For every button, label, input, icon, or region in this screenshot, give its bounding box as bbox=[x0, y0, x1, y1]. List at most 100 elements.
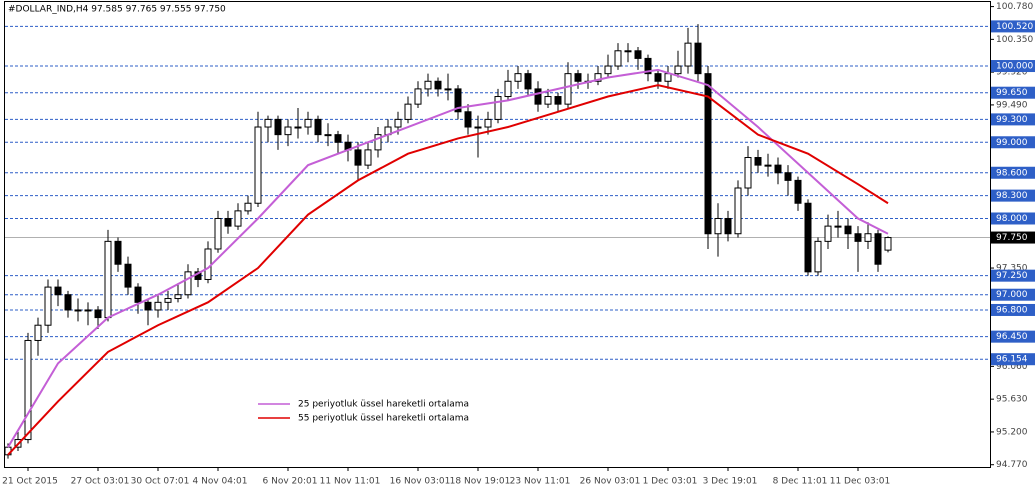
ema-line bbox=[7, 68, 889, 448]
candle-body bbox=[644, 57, 652, 75]
y-tick-label: 94.770 bbox=[996, 460, 1028, 470]
candle-body bbox=[604, 65, 612, 75]
candle-body bbox=[74, 309, 82, 312]
candle-body bbox=[44, 286, 52, 326]
candle-body bbox=[834, 225, 842, 228]
candle-body bbox=[844, 225, 852, 235]
x-tick-label: 27 Oct 03:01 bbox=[71, 477, 130, 487]
candle-body bbox=[794, 179, 802, 204]
candle-body bbox=[814, 240, 822, 273]
y-tick-label: 95.630 bbox=[996, 395, 1028, 405]
candle-body bbox=[174, 294, 182, 300]
candle-body bbox=[524, 73, 532, 90]
x-tick-label: 6 Nov 20:01 bbox=[263, 477, 318, 487]
candle-body bbox=[354, 149, 362, 166]
candle-body bbox=[294, 126, 302, 129]
level-label: 98.300 bbox=[996, 191, 1028, 201]
level-label-box bbox=[991, 60, 1035, 73]
candle-body bbox=[284, 126, 292, 136]
y-tick-label: 97.350 bbox=[996, 264, 1028, 274]
y-tick-label: 96.060 bbox=[996, 362, 1028, 372]
legend-label: 25 periyotluk üssel hareketli ortalama bbox=[298, 400, 469, 410]
candle-body bbox=[84, 309, 92, 312]
candle-body bbox=[274, 118, 282, 136]
candle-body bbox=[664, 73, 672, 82]
level-label: 96.800 bbox=[996, 305, 1028, 315]
level-label-box bbox=[991, 189, 1035, 202]
candle-body bbox=[564, 73, 572, 105]
candle-body bbox=[254, 126, 262, 204]
candle-body bbox=[694, 42, 702, 75]
y-tick-label: 100.780 bbox=[996, 2, 1033, 12]
candle-body bbox=[704, 73, 712, 235]
candle-body bbox=[574, 73, 582, 82]
candle-body bbox=[464, 111, 472, 128]
level-label: 96.450 bbox=[996, 332, 1028, 342]
level-label-box bbox=[991, 20, 1035, 33]
y-tick-label: 95.200 bbox=[996, 427, 1028, 437]
candle-body bbox=[374, 134, 382, 151]
x-tick-label: 3 Dec 19:01 bbox=[703, 477, 758, 487]
candle-body bbox=[804, 202, 812, 273]
level-label-box bbox=[991, 86, 1035, 99]
candle-body bbox=[684, 42, 692, 67]
candle-body bbox=[744, 157, 752, 189]
candle-body bbox=[614, 50, 622, 67]
candle-body bbox=[764, 164, 772, 167]
candle-body bbox=[324, 134, 332, 137]
candle-body bbox=[214, 217, 222, 250]
candle-body bbox=[594, 73, 602, 82]
candle-body bbox=[114, 240, 122, 265]
candle-body bbox=[724, 217, 732, 235]
candle-body bbox=[754, 157, 762, 166]
candle-body bbox=[124, 263, 132, 288]
candle-body bbox=[474, 126, 482, 129]
candle-body bbox=[674, 65, 682, 75]
x-tick-label: 1 Dec 03:01 bbox=[643, 477, 698, 487]
x-tick-label: 4 Nov 04:01 bbox=[193, 477, 248, 487]
candle-body bbox=[864, 233, 872, 242]
ema-line bbox=[7, 84, 889, 456]
x-tick-label: 16 Nov 03:01 bbox=[390, 477, 451, 487]
candle-body bbox=[134, 286, 142, 303]
level-label: 100.000 bbox=[996, 62, 1033, 72]
x-tick-label: 30 Oct 07:01 bbox=[131, 477, 190, 487]
x-tick-label: 8 Dec 11:01 bbox=[773, 477, 828, 487]
candle-body bbox=[734, 187, 742, 235]
candle-body bbox=[184, 271, 192, 296]
y-tick-label: 99.920 bbox=[996, 68, 1028, 78]
x-tick-label: 26 Nov 03:01 bbox=[580, 477, 641, 487]
candle-body bbox=[624, 50, 632, 53]
candle-body bbox=[104, 240, 112, 319]
chart-title: #DOLLAR_IND,H4 97.585 97.765 97.555 97.7… bbox=[8, 5, 226, 15]
level-label-box bbox=[991, 353, 1035, 366]
candle-body bbox=[264, 118, 272, 128]
candle-body bbox=[314, 118, 322, 136]
level-label-box bbox=[991, 330, 1035, 343]
candle-body bbox=[224, 217, 232, 227]
current-price-label: 97.750 bbox=[996, 233, 1028, 243]
x-tick-label: 21 Oct 2015 bbox=[2, 477, 58, 487]
x-tick-label: 11 Nov 11:01 bbox=[320, 477, 381, 487]
candle-body bbox=[784, 172, 792, 181]
candle-body bbox=[454, 88, 462, 113]
x-tick-label: 23 Nov 11:01 bbox=[510, 477, 571, 487]
plot-frame bbox=[4, 1, 991, 468]
candle-body bbox=[144, 301, 152, 311]
candle-body bbox=[394, 118, 402, 128]
level-label: 97.250 bbox=[996, 271, 1028, 281]
candle-body bbox=[554, 96, 562, 105]
candle-body bbox=[824, 225, 832, 242]
candle-body bbox=[364, 149, 372, 166]
candle-body bbox=[334, 134, 342, 143]
candle-body bbox=[884, 237, 892, 251]
candle-body bbox=[64, 294, 72, 311]
y-tick-label: 100.350 bbox=[996, 35, 1033, 45]
candle-body bbox=[304, 118, 312, 128]
candle-body bbox=[444, 88, 452, 91]
candle-body bbox=[94, 309, 102, 319]
level-label: 98.600 bbox=[996, 168, 1028, 178]
level-label: 99.650 bbox=[996, 88, 1028, 98]
level-label-box bbox=[991, 269, 1035, 282]
